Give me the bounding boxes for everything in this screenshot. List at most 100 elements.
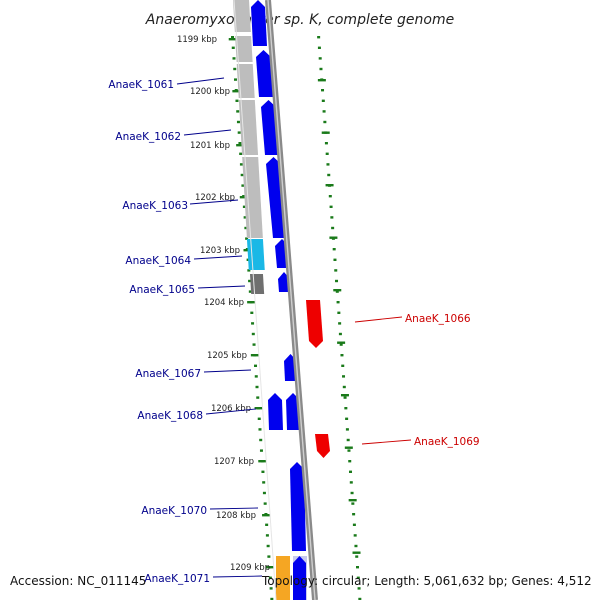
tick-mark <box>335 290 339 293</box>
tick-mark <box>255 385 259 389</box>
tick-mark <box>265 534 269 537</box>
tick-mark <box>233 67 237 71</box>
tick-mark <box>317 46 321 49</box>
kbp-label: 1204 kbp <box>204 298 244 308</box>
tick-mark <box>350 491 354 495</box>
tick-mark <box>235 99 239 102</box>
tick-mark <box>262 491 266 495</box>
tick-mark <box>254 375 258 378</box>
tick-mark <box>329 205 333 208</box>
gene-leader-line <box>203 369 252 373</box>
major-tick-mark <box>337 341 346 344</box>
tick-mark <box>244 226 248 230</box>
gray-feature-block <box>242 157 263 238</box>
tick-mark <box>239 152 243 155</box>
tick-mark <box>250 311 254 314</box>
tick-mark <box>326 163 330 166</box>
tick-mark <box>321 99 325 102</box>
tick-mark <box>353 534 357 537</box>
tick-mark <box>263 502 267 505</box>
major-tick-mark <box>232 90 241 93</box>
tick-mark <box>252 343 256 346</box>
tick-mark <box>334 269 338 272</box>
kbp-scale: 1199 kbp 1200 kbp 1201 kbp 1202 kbp 1203 kbp… <box>177 35 270 573</box>
tick-mark <box>347 449 351 452</box>
tick-mark <box>344 407 348 410</box>
gene-label: AnaeK_1061 <box>108 79 174 91</box>
tick-mark <box>325 152 329 155</box>
tick-mark <box>345 417 349 420</box>
map-title: Anaeromyxobacter sp. K, complete genome <box>145 12 454 28</box>
tick-mark <box>236 120 240 124</box>
gene-arrow-forward <box>290 462 306 551</box>
major-tick-mark <box>236 144 245 147</box>
tick-mark <box>337 311 341 314</box>
tick-mark <box>245 237 249 240</box>
gene-labels: AnaeK_1061 AnaeK_1062 AnaeK_1063 AnaeK_1064… <box>108 77 480 585</box>
tick-mark <box>257 417 261 420</box>
major-tick-mark <box>352 551 361 554</box>
gene-label: AnaeK_1068 <box>137 410 203 422</box>
gene-label: AnaeK_1069 <box>414 436 480 448</box>
tick-mark <box>349 481 353 484</box>
tick-mark <box>321 89 325 92</box>
kbp-label: 1205 kbp <box>207 351 247 361</box>
tick-mark <box>349 470 353 473</box>
tick-mark <box>342 385 346 389</box>
major-tick-mark <box>317 79 326 82</box>
major-tick-mark <box>239 196 248 199</box>
tick-track-outer <box>317 36 362 600</box>
major-tick-mark <box>258 460 267 463</box>
tick-mark <box>259 449 263 452</box>
tick-mark <box>248 279 252 283</box>
gene-arrow-forward <box>268 393 283 430</box>
tick-mark <box>270 597 274 600</box>
tick-mark <box>251 332 255 336</box>
tick-mark <box>265 523 269 526</box>
tick-mark <box>327 173 331 177</box>
tick-mark <box>246 258 250 261</box>
tick-mark <box>332 248 336 251</box>
gene-leader-line <box>193 255 243 260</box>
gene-label: AnaeK_1071 <box>144 573 210 585</box>
kbp-label: 1201 kbp <box>190 141 230 151</box>
major-tick-mark <box>247 301 256 304</box>
tick-mark <box>346 438 350 442</box>
genome-backbone <box>233 0 318 600</box>
tick-mark <box>239 163 243 166</box>
gene-leader-line <box>197 285 246 289</box>
tick-mark <box>251 322 255 325</box>
gray-feature-block <box>236 64 255 98</box>
tick-mark <box>328 195 332 198</box>
major-tick-mark <box>262 514 271 517</box>
genome-summary-text: Topology: circular; Length: 5,061,632 bp… <box>262 574 592 588</box>
major-tick-mark <box>333 289 342 292</box>
tick-mark <box>348 460 352 463</box>
inner-guide-line <box>233 0 277 600</box>
tick-mark <box>330 216 334 219</box>
major-tick-mark <box>340 394 349 397</box>
gray-feature-block <box>233 0 251 32</box>
tick-mark <box>268 576 272 579</box>
gene-arrow-reverse <box>306 300 323 348</box>
gene-label: AnaeK_1064 <box>125 255 191 267</box>
tick-mark <box>331 226 335 230</box>
major-tick-mark <box>243 249 252 252</box>
major-tick-mark <box>325 184 334 187</box>
tick-mark <box>317 36 321 39</box>
major-tick-mark <box>344 446 353 449</box>
gene-label: AnaeK_1062 <box>115 131 181 143</box>
major-tick-mark <box>329 236 338 239</box>
tick-mark <box>338 322 342 325</box>
tick-mark <box>231 36 235 39</box>
tick-mark <box>258 428 262 431</box>
tick-mark <box>357 587 361 590</box>
tick-mark <box>233 78 237 81</box>
kbp-label: 1208 kbp <box>216 511 256 521</box>
kbp-label: 1209 kbp <box>230 563 270 573</box>
tick-mark <box>343 396 347 399</box>
tick-mark <box>335 279 339 283</box>
gene-label: AnaeK_1070 <box>141 505 207 517</box>
tick-mark <box>256 396 260 399</box>
tick-mark <box>266 544 270 548</box>
